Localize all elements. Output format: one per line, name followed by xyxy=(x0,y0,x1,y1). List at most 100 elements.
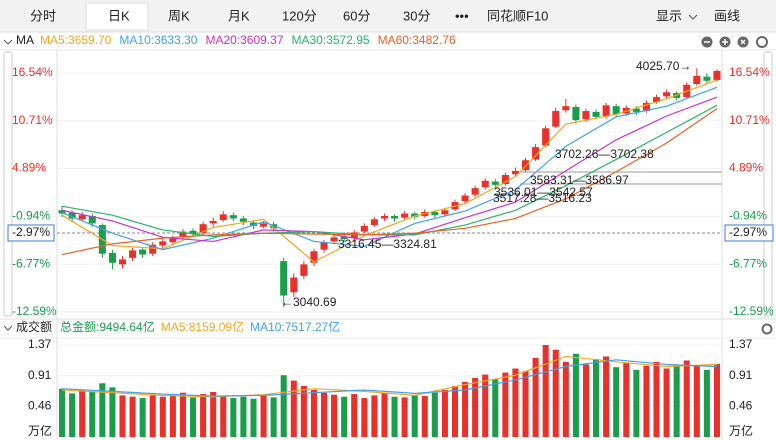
tab[interactable]: 分时 xyxy=(30,8,56,23)
candle-body xyxy=(360,225,368,232)
y-tick-label-right: 16.54% xyxy=(729,65,770,79)
left-scroll[interactable] xyxy=(3,51,13,317)
volume-bar xyxy=(552,349,559,437)
volume-bar xyxy=(532,357,539,437)
y-tick-label-right: 4.89% xyxy=(729,161,763,175)
candle-body xyxy=(108,252,116,263)
candle-body xyxy=(149,244,157,254)
volume-bar xyxy=(492,379,499,437)
y-tick-label: 10.71% xyxy=(12,113,53,127)
volume-bar xyxy=(482,374,489,437)
volume-bar xyxy=(431,392,438,437)
candle-body xyxy=(239,218,247,222)
y-tick-label-right: 1.37 xyxy=(729,337,753,351)
volume-bar xyxy=(159,396,166,437)
candle-body xyxy=(663,92,671,97)
ma-line xyxy=(61,108,718,256)
volume-bar xyxy=(462,381,469,437)
volume-bar xyxy=(703,369,710,437)
candle-body xyxy=(441,210,449,215)
candle-body xyxy=(380,216,388,219)
legend-entry: MA5:8159.09亿 xyxy=(161,319,244,334)
volume-bar xyxy=(69,393,76,437)
unit-label: 万亿 xyxy=(28,423,52,438)
volume-bar xyxy=(361,398,368,437)
candle-body xyxy=(471,188,479,195)
volume-settings-icon[interactable] xyxy=(761,323,773,335)
legend-entry: MA60:3482.76 xyxy=(378,33,456,47)
volume-bar xyxy=(522,371,529,437)
candle-body xyxy=(290,277,298,293)
candle-body xyxy=(501,175,509,185)
settings-icon[interactable] xyxy=(756,36,768,48)
candle-body xyxy=(199,224,207,234)
candle-body xyxy=(612,106,620,115)
candle-body xyxy=(461,195,469,202)
volume-bar xyxy=(270,397,277,437)
ref-label-box xyxy=(724,224,774,242)
right-scroll[interactable] xyxy=(763,51,773,317)
candle-body xyxy=(552,111,560,127)
ma-line xyxy=(61,96,718,243)
ref-label-box xyxy=(7,224,55,242)
volume-bar xyxy=(220,396,227,437)
volume-bar xyxy=(623,363,630,437)
volume-caret[interactable] xyxy=(3,325,13,331)
volume-bar xyxy=(351,394,358,437)
candle-body xyxy=(310,251,318,263)
volume-bar xyxy=(663,368,670,437)
volume-bar xyxy=(99,383,106,437)
candle-body xyxy=(68,212,76,219)
volume-bar xyxy=(260,395,267,437)
volume-total: 总金额:9494.64亿 xyxy=(60,319,155,334)
candle-body xyxy=(592,111,600,117)
ref-label-right: -2.97% xyxy=(729,225,767,239)
icon-glyph xyxy=(722,39,728,45)
candle-body xyxy=(189,230,197,235)
y-tick-label-right: -6.77% xyxy=(729,256,767,270)
tab[interactable]: 日K xyxy=(108,8,130,23)
tab[interactable]: 周K xyxy=(168,8,190,23)
y-tick-label: 0.91 xyxy=(28,368,52,382)
ma-caret[interactable] xyxy=(3,39,13,45)
candle-body xyxy=(642,102,650,112)
volume-bar xyxy=(210,392,217,437)
candle-body xyxy=(391,216,399,219)
draw-button[interactable]: 画线 xyxy=(714,8,740,23)
legend-entry: MA30:3572.95 xyxy=(292,33,370,47)
volume-bar xyxy=(683,360,690,437)
candle-body xyxy=(693,75,701,85)
candle-body xyxy=(491,181,499,185)
tab[interactable]: 月K xyxy=(228,8,250,23)
volume-bar xyxy=(572,353,579,437)
tab[interactable]: 同花顺F10 xyxy=(487,8,548,23)
y-tick-label: -6.77% xyxy=(12,256,50,270)
volume-bar xyxy=(673,364,680,437)
volume-bar xyxy=(472,377,479,437)
y-tick-label-right: 0.91 xyxy=(729,368,753,382)
candle-body xyxy=(431,211,439,216)
tab[interactable]: ••• xyxy=(455,8,469,23)
y-tick-label-right: -12.59% xyxy=(729,304,774,318)
volume-bar xyxy=(89,391,96,437)
volume-bar xyxy=(341,396,348,437)
volume-bar xyxy=(633,369,640,437)
annotation: 3536.01—3542.57 xyxy=(494,185,593,199)
candle-body xyxy=(58,210,66,214)
tab[interactable]: 120分 xyxy=(282,8,317,23)
candle-body xyxy=(411,213,419,217)
tab[interactable]: 30分 xyxy=(403,8,430,23)
volume-bar xyxy=(411,394,418,437)
candle-body xyxy=(652,97,661,103)
candle-body xyxy=(542,128,550,146)
tab[interactable]: 60分 xyxy=(343,8,370,23)
volume-bar xyxy=(59,388,66,437)
volume-bar xyxy=(441,390,448,437)
ma-line xyxy=(61,79,718,263)
display-button[interactable]: 显示 xyxy=(656,8,682,23)
volume-bar xyxy=(280,375,287,437)
candle-body xyxy=(129,250,137,258)
annotation: 3702.26—3702.38 xyxy=(555,147,654,161)
candle-body xyxy=(582,111,590,120)
candle-body xyxy=(532,147,540,160)
